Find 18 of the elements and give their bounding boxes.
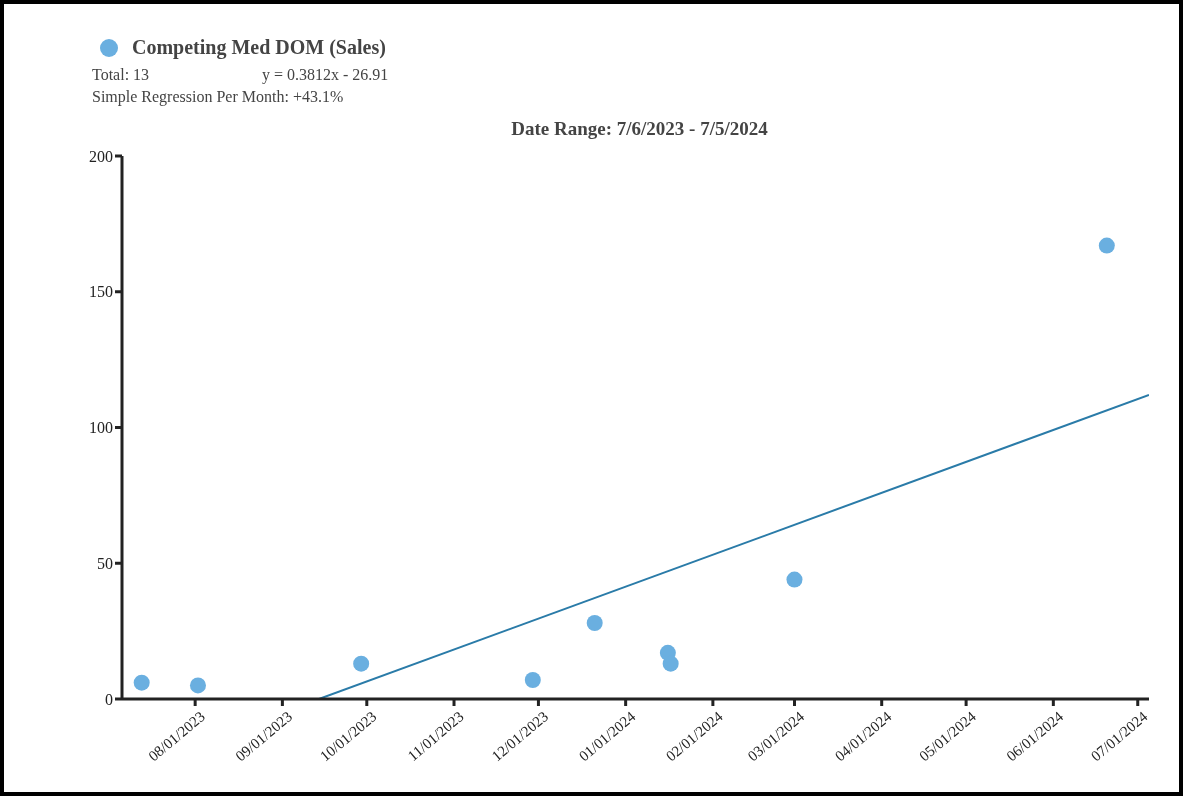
point [524, 672, 541, 688]
y-tick-label: 150 [89, 283, 113, 301]
point [133, 674, 150, 691]
point [189, 677, 206, 694]
point [353, 655, 370, 672]
text: Simple Regression Per Month: +43.1% [92, 88, 344, 106]
point [662, 655, 679, 672]
point [786, 571, 803, 588]
point [1098, 237, 1115, 254]
y-tick-label: 200 [89, 147, 113, 165]
y-tick-label: 50 [97, 554, 113, 572]
point [586, 614, 603, 631]
legend-label: Competing Med DOM (Sales) [132, 36, 386, 59]
text: y = 0.3812x - 26.91 [262, 66, 389, 84]
chart-title: Date Range: 7/6/2023 - 7/5/2024 [510, 118, 769, 140]
y-tick-label: 0 [105, 690, 113, 708]
text: Total: 13 [92, 66, 150, 84]
y-tick-label: 100 [89, 419, 113, 437]
